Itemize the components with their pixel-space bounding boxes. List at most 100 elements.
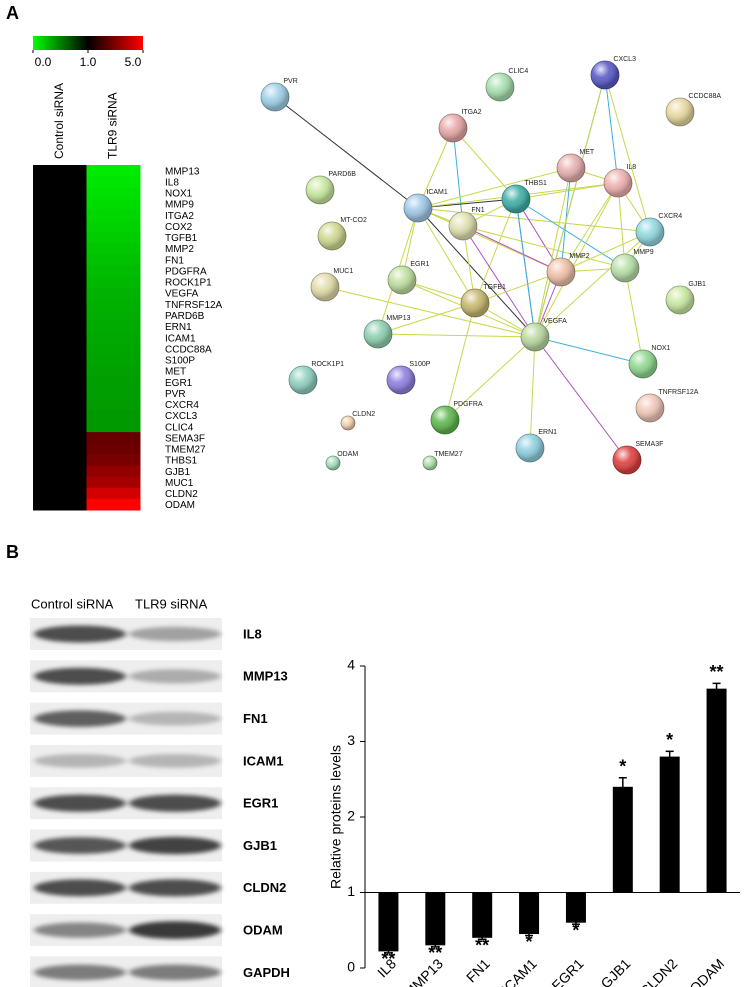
bar — [659, 756, 680, 893]
heatmap-cell — [86, 443, 141, 455]
band — [34, 837, 126, 854]
protein-label: GJB1 — [243, 838, 277, 853]
node-label: ITGA2 — [461, 109, 481, 116]
x-tick-label: EGR1 — [548, 955, 586, 987]
heatmap-cell — [33, 376, 87, 389]
row-label: CXCL3 — [165, 411, 198, 422]
edge — [534, 182, 619, 338]
edge — [444, 336, 536, 421]
heatmap-cell — [33, 298, 87, 311]
node-shine — [326, 456, 340, 470]
node-label: TGFB1 — [483, 284, 506, 291]
row-label: ERN1 — [165, 322, 192, 333]
edge — [417, 207, 651, 233]
node-shine — [439, 114, 467, 142]
significance: ** — [428, 943, 442, 963]
node-shine — [516, 434, 544, 462]
bar — [378, 892, 399, 952]
heatmap-cell — [33, 432, 87, 444]
heatmap-cell — [86, 198, 141, 211]
node-label: IL8 — [626, 164, 636, 171]
node-label: FN1 — [471, 207, 484, 214]
node-label: MT-CO2 — [340, 217, 367, 224]
network: PVR CLIC4 CXCL3 CCDC88A ITGA2 MET IL8 PARD6B ICA… — [260, 56, 721, 475]
node-label: PVR — [283, 78, 297, 85]
band — [34, 710, 126, 727]
row-label: ITGA2 — [165, 211, 194, 222]
lane-label: Control siRNA — [31, 596, 114, 611]
lane-label: TLR9 siRNA — [135, 596, 208, 611]
node-label: TNFRSF12A — [658, 389, 698, 396]
node-shine — [404, 194, 432, 222]
heatmap-cell — [33, 498, 87, 511]
edge — [515, 198, 536, 338]
heatmap-cell — [33, 320, 87, 333]
node-shine — [318, 222, 346, 250]
node-shine — [341, 416, 355, 430]
band — [129, 836, 221, 855]
heatmap-cell — [86, 465, 141, 478]
heatmap-cell — [86, 231, 141, 244]
node-label: ODAM — [337, 451, 358, 458]
y-tick-label: 3 — [347, 732, 355, 748]
edge — [604, 74, 619, 184]
heatmap: 0.0 1.0 5.0 Control siRNA TLR9 siRNA MMP13IL8… — [32, 36, 223, 511]
row-label: SEMA3F — [165, 433, 205, 444]
row-label: THBS1 — [165, 456, 198, 467]
panel-label: B — [6, 542, 19, 562]
heatmap-cell — [33, 465, 87, 478]
heatmap-cell — [86, 242, 141, 255]
heatmap-cell — [33, 365, 87, 377]
row-label: IL8 — [165, 177, 179, 188]
band — [129, 669, 221, 684]
edge — [624, 267, 644, 365]
band — [34, 667, 126, 685]
band — [129, 754, 221, 768]
colorbar-tick-label: 0.0 — [35, 55, 52, 69]
node-shine — [636, 218, 664, 246]
column-label: Control siRNA — [52, 83, 66, 159]
colorbar — [33, 36, 143, 50]
row-label: TGFB1 — [165, 233, 198, 244]
heatmap-cell — [86, 309, 141, 322]
edge — [534, 167, 572, 338]
node-shine — [557, 154, 585, 182]
node-shine — [387, 366, 415, 394]
node-label: ROCK1P1 — [311, 361, 344, 368]
heatmap-cell — [86, 365, 141, 377]
node-shine — [449, 212, 477, 240]
node-shine — [311, 273, 339, 301]
node-shine — [636, 394, 664, 422]
node-shine — [486, 73, 514, 101]
band — [129, 626, 221, 642]
row-label: NOX1 — [165, 189, 193, 200]
heatmap-cell — [33, 343, 87, 355]
bar — [565, 892, 586, 923]
node-shine — [431, 406, 459, 434]
node-label: CCDC88A — [688, 93, 721, 100]
row-label: MUC1 — [165, 478, 194, 489]
heatmap-cell — [86, 420, 141, 433]
band — [129, 921, 221, 939]
node-shine — [261, 83, 289, 111]
edge — [534, 74, 606, 338]
row-label: COX2 — [165, 222, 193, 233]
bar — [519, 892, 540, 935]
heatmap-cell — [33, 287, 87, 300]
node-label: SEMA3F — [635, 441, 663, 448]
heatmap-cell — [33, 454, 87, 466]
heatmap-cell — [86, 343, 141, 355]
node-label: CXCR4 — [658, 213, 682, 220]
heatmap-cell — [33, 443, 87, 455]
heatmap-cell — [86, 432, 141, 444]
row-label: PARD6B — [165, 311, 205, 322]
panel-label: A — [6, 3, 19, 23]
heatmap-cell — [86, 376, 141, 389]
heatmap-cell — [86, 165, 141, 177]
heatmap-cell — [33, 476, 87, 489]
row-label: CXCR4 — [165, 400, 199, 411]
node-shine — [521, 323, 549, 351]
heatmap-cell — [86, 354, 141, 366]
bar — [472, 892, 493, 938]
